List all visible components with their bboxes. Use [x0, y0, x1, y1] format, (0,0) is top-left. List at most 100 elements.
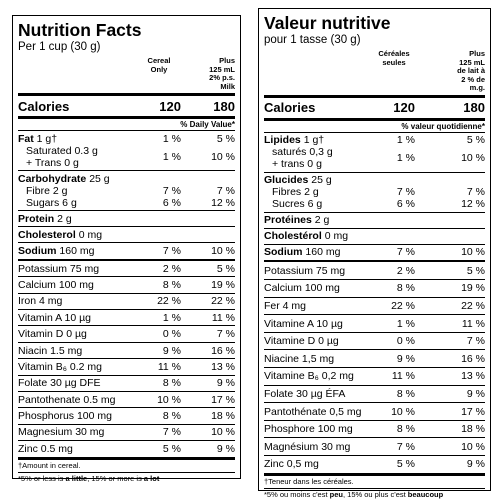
value-with-milk: 12 % [211, 196, 235, 209]
nutrient-row: Glucides 25 g [264, 174, 485, 186]
value-cereal: 1 % [162, 150, 181, 163]
micronutrient-label: Pantothénate 0,5 mg [264, 405, 362, 418]
sub-nutrient-label: saturés 0,3 g + trans 0 g [264, 146, 369, 170]
value-with-milk: 11 % [461, 317, 485, 330]
micronutrient-row: Phosphore 100 mg 8 % 18 % [264, 419, 485, 438]
micronutrient-row: Vitamin B₆ 0.2 mg 11 % 13 % [18, 358, 235, 374]
nutrient-group: Cholesterol 0 mg [18, 226, 235, 242]
micronutrient-row: Vitamine B₆ 0,2 mg 11 % 13 % [264, 367, 485, 385]
nutrient-amount: 2 g [314, 214, 330, 227]
calories-label: Calories [264, 100, 316, 116]
serving-size: pour 1 tasse (30 g) [264, 34, 361, 46]
micronutrient-row: Fer 4 mg 22 % 22 % [264, 296, 485, 315]
header-line: 2 % de [461, 74, 485, 84]
value-cereal: 2 % [396, 264, 415, 277]
value-cereal: 7 % [162, 244, 181, 257]
value-cereal: 2 % [162, 262, 181, 275]
micronutrient-label: Iron 4 mg [18, 295, 63, 308]
nutrient-name: Glucides [264, 174, 309, 187]
value-cereal: 0 % [396, 335, 415, 348]
nutrient-row: Carbohydrate 25 g [18, 173, 235, 185]
nutrient-group: Lipides 1 g† 1 % 5 % saturés 0,3 g + trans 0… [264, 131, 485, 172]
micronutrient-row: Niacine 1,5 mg 9 % 16 % [264, 349, 485, 367]
nutrient-row: Fat 1 g† 1 % 5 % [18, 133, 235, 145]
micronutrient-label: Vitamin B₆ 0.2 mg [18, 360, 102, 373]
micronutrient-label: Vitamin D 0 µg [18, 328, 87, 341]
legend-text: , 15% ou plus c'est [342, 489, 408, 499]
value-cereal: 5 % [162, 442, 181, 455]
nutrient-group: Sodium 160 mg 7 % 10 % [18, 242, 235, 259]
value-cereal: 6 % [162, 196, 181, 209]
micronutrient-row: Magnésium 30 mg 7 % 10 % [264, 437, 485, 455]
panel-title: Nutrition Facts [18, 20, 142, 40]
nutrient-name: Fat [18, 132, 34, 145]
value-cereal: 7 % [162, 426, 181, 439]
legend-text: *5% or less is [18, 473, 66, 483]
value-with-milk: 7 % [466, 186, 485, 199]
value-with-milk: 16 % [461, 352, 485, 365]
sub-nutrient-row: Fibres 2 g 7 % 7 % [264, 186, 485, 198]
micronutrient-label: Vitamine B₆ 0,2 mg [264, 370, 354, 383]
sub-line: Sucres 6 g [272, 198, 323, 211]
micronutrient-label: Zinc 0.5 mg [18, 442, 73, 455]
daily-value-header: % valeur quotidienne* [264, 119, 485, 132]
micronutrient-row: Magnesium 30 mg 7 % 10 % [18, 423, 235, 440]
rule [264, 117, 485, 120]
nutrient-group: Glucides 25 g Fibres 2 g 7 % 7 % Sucres 6 g 6… [264, 171, 485, 212]
rule [18, 93, 235, 97]
header-line: Milk [220, 81, 235, 91]
nutrient-label: Protéines 2 g [264, 214, 369, 226]
header-line: 125 mL [209, 64, 235, 74]
value-cereal: 1 % [162, 132, 181, 145]
value-cereal: 1 % [396, 134, 415, 147]
sub-line: Saturated 0.3 g [26, 144, 98, 157]
sub-nutrient-label: Fibre 2 g [18, 185, 135, 197]
micronutrient-row: Pantothenate 0.5 mg 10 % 17 % [18, 391, 235, 407]
header-line: 2% p.s. [209, 73, 235, 83]
value-with-milk: 7 % [466, 335, 485, 348]
micronutrients: Potassium 75 mg 2 % 5 % Calcium 100 mg 8 % 19… [18, 261, 235, 457]
sub-nutrient-row: Fibre 2 g 7 % 7 % [18, 185, 235, 197]
micronutrient-row: Folate 30 µg ÉFA 8 % 9 % [264, 384, 485, 403]
calories-row: Calories 120 180 [18, 96, 235, 116]
value-with-milk: 9 % [466, 458, 485, 471]
rule [18, 456, 235, 460]
value-with-milk: 16 % [211, 344, 235, 357]
value-with-milk: 5 % [216, 262, 235, 275]
column-header-cereal: Céréales seules [369, 49, 419, 93]
nutrient-amount: 2 g [57, 212, 72, 225]
nutrition-panel-french: Valeur nutritive pour 1 tasse (30 g) Céréa… [258, 8, 491, 499]
micronutrient-label: Niacine 1,5 mg [264, 352, 335, 365]
value-with-milk: 13 % [461, 370, 485, 383]
micronutrient-label: Vitamine A 10 µg [264, 317, 343, 330]
nutrient-row: Cholestérol 0 mg [264, 230, 485, 242]
nutrient-name: Lipides [264, 134, 301, 147]
micronutrient-label: Calcium 100 mg [18, 278, 94, 291]
micronutrient-row: Pantothénate 0,5 mg 10 % 17 % [264, 402, 485, 420]
sub-nutrient-row: Sugars 6 g 6 % 12 % [18, 197, 235, 209]
value-with-milk: 10 % [461, 246, 485, 259]
sub-line: + Trans 0 g [26, 156, 79, 169]
sub-nutrient-row: Sucres 6 g 6 % 12 % [264, 198, 485, 210]
header-line: Only [150, 64, 168, 74]
panel-title: Valeur nutritive [264, 13, 391, 33]
value-with-milk: 5 % [216, 132, 235, 145]
rule [18, 258, 235, 261]
value-with-milk: 19 % [211, 278, 235, 291]
value-cereal: 1 % [396, 152, 415, 165]
calories-cereal: 120 [393, 100, 415, 116]
value-cereal: 5 % [396, 458, 415, 471]
value-cereal: 7 % [396, 440, 415, 453]
value-with-milk: 19 % [461, 282, 485, 295]
sub-nutrient-row: saturés 0,3 g + trans 0 g 1 % 10 % [264, 146, 485, 170]
sub-line: saturés 0,3 g [272, 146, 333, 159]
legend-text: peu [329, 489, 343, 499]
calories-milk: 180 [463, 100, 485, 116]
micronutrient-row: Zinc 0,5 mg 5 % 9 % [264, 455, 485, 473]
nutrient-row: Protein 2 g [18, 213, 235, 225]
nutrient-amount: 25 g [89, 172, 110, 185]
nutrient-row: Lipides 1 g† 1 % 5 % [264, 134, 485, 146]
micronutrient-label: Vitamin A 10 µg [18, 311, 91, 324]
